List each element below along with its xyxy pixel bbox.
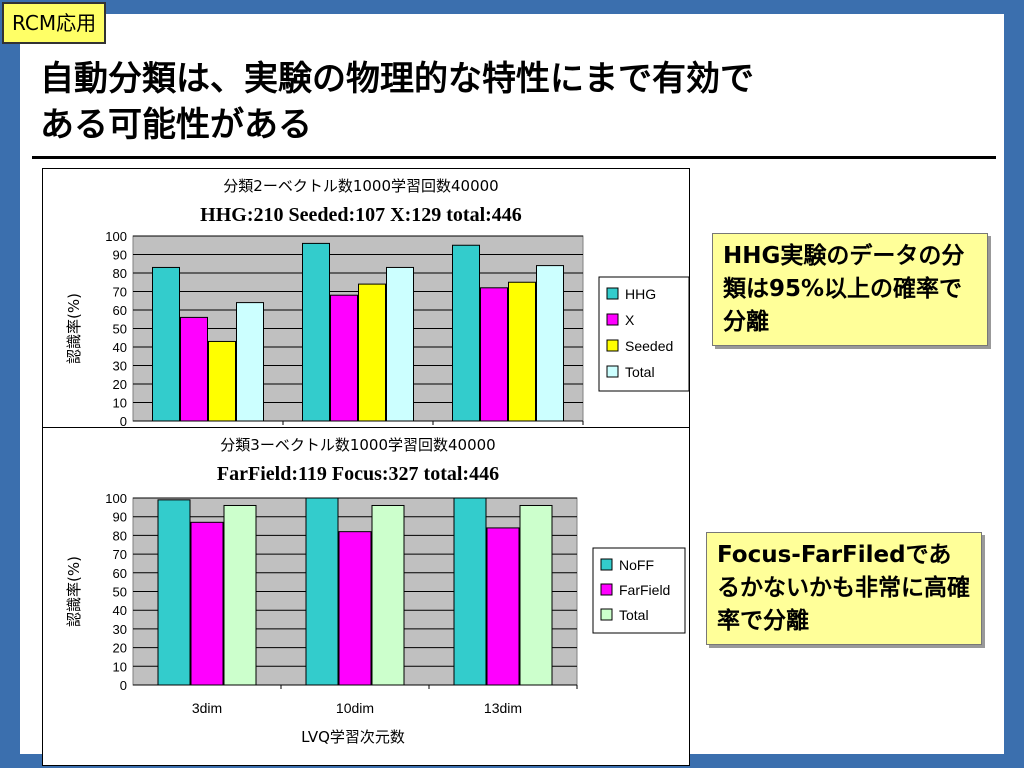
y-tick-label: 40	[113, 603, 127, 618]
legend-label-hhg: HHG	[625, 286, 656, 302]
bar-x-3dim	[180, 316, 208, 422]
section-tag: RCM応用	[2, 2, 107, 44]
chart-subtitle: HHG:210 Seeded:107 X:129 total:446	[200, 204, 522, 226]
note-focus: Focus-FarFiledであるかないかも非常に高確率で分離	[706, 532, 982, 645]
legend-swatch-total	[606, 365, 619, 378]
chart-classification-2: 0 10 20 30 40 50 60 70 80 90 100 分類2ーベクトル数1000学習回数4…	[42, 168, 690, 428]
x-tick-label: 3dim	[192, 700, 222, 716]
y-tick-label: 90	[113, 510, 127, 525]
y-tick-label: 20	[113, 377, 127, 392]
chart-title: 分類3ーベクトル数1000学習回数40000	[220, 436, 495, 454]
bar-total-13dim	[536, 265, 564, 422]
y-tick-label: 30	[113, 359, 127, 374]
y-tick-label: 100	[105, 229, 127, 244]
bar-farfield-10dim	[338, 531, 372, 686]
note-hhg: HHG実験のデータの分類は95%以上の確率で分離	[712, 233, 988, 346]
bar-total-13dim	[519, 504, 553, 686]
y-tick-label: 80	[113, 266, 127, 281]
bar-total-10dim	[386, 266, 414, 422]
bar-hhg-3dim	[152, 266, 180, 422]
legend-label-noff: NoFF	[619, 557, 654, 573]
bar-farfield-3dim	[190, 521, 224, 686]
bar-seeded-3dim	[208, 340, 236, 422]
x-tick-label: 13dim	[484, 700, 522, 716]
y-tick-label: 40	[113, 340, 127, 355]
title-line-2: ある可能性がある	[40, 105, 312, 145]
legend-label-farfield: FarField	[619, 582, 670, 598]
y-tick-label: 0	[120, 414, 127, 427]
legend-swatch-noff	[600, 558, 613, 571]
bar-total-3dim	[223, 504, 257, 686]
legend-label-seeded: Seeded	[625, 338, 673, 354]
y-axis-label: 認識率(%)	[65, 556, 83, 627]
legend-swatch-x	[606, 313, 619, 326]
legend-label-x: X	[625, 312, 635, 328]
y-axis-label: 認識率(%)	[65, 293, 83, 364]
y-tick-label: 100	[105, 491, 127, 506]
bar-farfield-13dim	[486, 527, 520, 686]
bar-seeded-10dim	[358, 283, 386, 422]
y-tick-label: 10	[113, 396, 127, 411]
chart-subtitle: FarField:119 Focus:327 total:446	[217, 463, 499, 485]
y-tick-label: 70	[113, 285, 127, 300]
bar-x-10dim	[330, 294, 358, 422]
y-tick-label: 60	[113, 303, 127, 318]
y-tick-label: 70	[113, 547, 127, 562]
y-tick-label: 50	[113, 322, 127, 337]
legend-swatch-total	[600, 608, 613, 621]
y-tick-label: 60	[113, 566, 127, 581]
x-tick-label: 10dim	[336, 700, 374, 716]
y-tick-label: 10	[113, 659, 127, 674]
y-tick-label: 80	[113, 528, 127, 543]
chart-classification-3: 0 10 20 30 40 50 60 70 80 90 100 3dim 10dim 13dim 分類3ー…	[42, 427, 690, 766]
title-underline	[32, 156, 996, 159]
y-tick-label: 20	[113, 641, 127, 656]
bar-total-10dim	[371, 504, 405, 686]
bar-noff-3dim	[157, 499, 191, 686]
chart-classification-2-svg: 0 10 20 30 40 50 60 70 80 90 100 分類2ーベクトル数1000学習回数4…	[65, 177, 689, 427]
bar-hhg-10dim	[302, 242, 330, 422]
y-tick-label: 0	[120, 678, 127, 693]
legend-swatch-hhg	[606, 287, 619, 300]
legend-label-total: Total	[619, 607, 649, 623]
legend-label-total: Total	[625, 364, 655, 380]
legend-swatch-farfield	[600, 583, 613, 596]
bar-total-3dim	[236, 302, 264, 422]
bar-noff-10dim	[305, 497, 339, 686]
y-tick-label: 50	[113, 585, 127, 600]
bar-seeded-13dim	[508, 281, 536, 422]
title-line-1: 自動分類は、実験の物理的な特性にまで有効で	[40, 59, 754, 99]
y-tick-label: 90	[113, 248, 127, 263]
chart-title: 分類2ーベクトル数1000学習回数40000	[223, 177, 498, 195]
y-tick-label: 30	[113, 622, 127, 637]
bar-hhg-13dim	[452, 244, 480, 422]
chart-classification-3-svg: 0 10 20 30 40 50 60 70 80 90 100 3dim 10dim 13dim 分類3ー…	[65, 436, 686, 746]
bar-x-13dim	[480, 287, 508, 422]
x-axis-label: LVQ学習次元数	[301, 728, 405, 746]
slide-title: 自動分類は、実験の物理的な特性にまで有効で ある可能性がある	[40, 56, 970, 148]
legend-swatch-seeded	[606, 339, 619, 352]
bar-noff-13dim	[453, 497, 487, 686]
